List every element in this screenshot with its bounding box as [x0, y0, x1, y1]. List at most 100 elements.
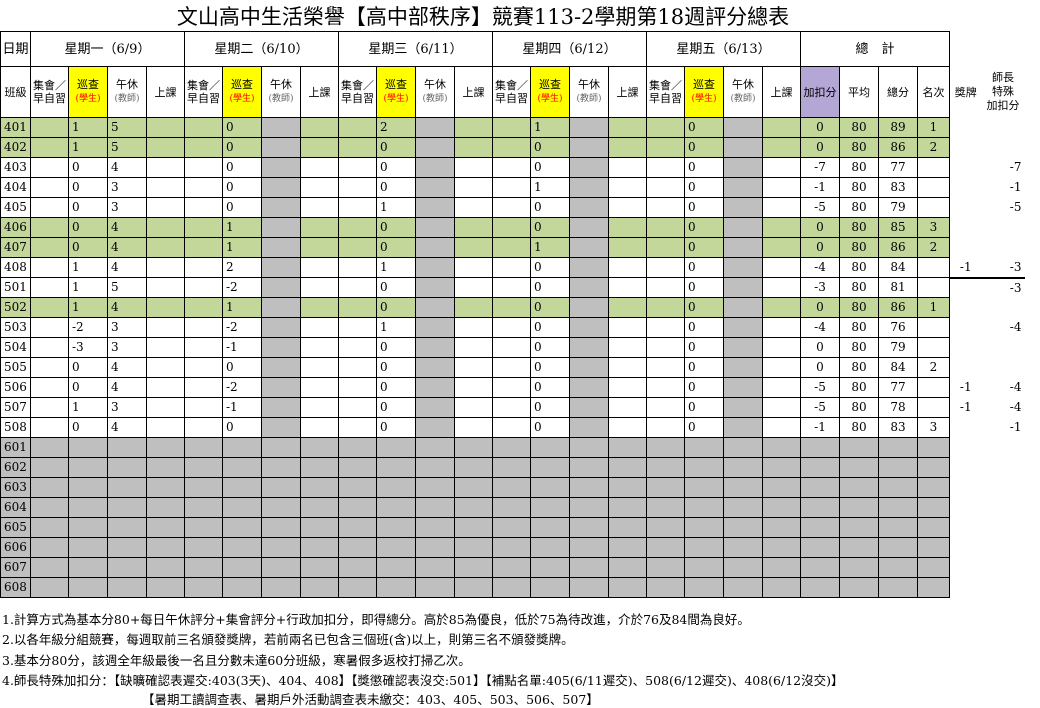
empty-cell — [107, 477, 147, 498]
empty-cell — [338, 497, 377, 518]
nap-cell: 3 — [107, 397, 147, 418]
gather-cell — [30, 317, 69, 338]
empty-row: 603 — [0, 477, 1025, 498]
empty-cell — [300, 437, 339, 458]
gather-cell — [338, 137, 377, 158]
class-period-cell — [454, 277, 493, 298]
table-row: 407 0 4 1 0 1 0 0 80 86 2 — [0, 237, 1025, 258]
gather-cell — [184, 117, 223, 138]
rank-cell: 3 — [917, 217, 950, 238]
patrol-cell: 1 — [68, 297, 108, 318]
empty-cell — [261, 457, 301, 478]
empty-cell — [878, 517, 918, 538]
gather-cell — [338, 197, 377, 218]
empty-cell — [530, 477, 570, 498]
rank-cell: 1 — [917, 117, 950, 138]
patrol-header: 巡查 (學生) — [222, 66, 262, 118]
class-period-cell — [300, 377, 339, 398]
empty-cell — [415, 477, 455, 498]
principal-header: 師長 特殊 加扣分 — [982, 67, 1025, 118]
patrol-cell: 0 — [684, 117, 724, 138]
nap-header: 午休 (教師) — [415, 66, 455, 118]
special-cell: -4 — [1009, 320, 1022, 334]
bonus-cell: 0 — [800, 337, 840, 358]
patrol-cell: 0 — [684, 217, 724, 238]
class-period-cell — [454, 177, 493, 198]
average-cell: 80 — [839, 217, 879, 238]
class-period-cell — [762, 157, 801, 178]
gather-cell — [30, 297, 69, 318]
empty-cell — [184, 457, 223, 478]
table-row: 503 -2 3 -2 1 0 0 -4 80 76 -4 — [0, 317, 1025, 338]
gather-cell — [338, 377, 377, 398]
blank-cell — [981, 437, 1025, 458]
gather-cell — [184, 177, 223, 198]
nap-cell — [569, 277, 609, 298]
empty-cell — [415, 557, 455, 578]
class-period-cell — [454, 417, 493, 438]
nap-cell: 4 — [107, 157, 147, 178]
gather-cell — [338, 177, 377, 198]
nap-cell — [415, 317, 455, 338]
class-cell: 401 — [0, 117, 31, 138]
empty-cell — [608, 577, 647, 598]
class-cell: 404 — [0, 177, 31, 198]
header-text: (學生) — [537, 94, 563, 104]
class-cell: 502 — [0, 297, 31, 318]
empty-cell — [184, 497, 223, 518]
gather-cell — [492, 337, 531, 358]
gather-cell — [646, 297, 685, 318]
bonus-cell: 0 — [800, 217, 840, 238]
empty-row: 608 — [0, 577, 1025, 598]
patrol-cell: 1 — [530, 117, 570, 138]
gather-cell — [184, 217, 223, 238]
empty-cell — [569, 457, 609, 478]
gather-cell — [30, 257, 69, 278]
gather-cell — [184, 337, 223, 358]
empty-cell — [300, 557, 339, 578]
class-period-header: 上課 — [608, 66, 647, 118]
blank-cell — [949, 437, 982, 458]
total-cell: 84 — [878, 257, 918, 278]
class-cell: 506 — [0, 377, 31, 398]
class-period-cell — [300, 397, 339, 418]
nap-cell — [415, 237, 455, 258]
nap-cell — [569, 317, 609, 338]
nap-cell — [261, 297, 301, 318]
empty-cell — [762, 457, 801, 478]
gather-cell — [492, 297, 531, 318]
class-cell: 605 — [0, 517, 31, 538]
patrol-cell: 0 — [530, 197, 570, 218]
class-cell: 608 — [0, 577, 31, 598]
nap-cell: 5 — [107, 137, 147, 158]
gather-header: 集會／ 早自習 — [646, 66, 685, 118]
table-row: 403 0 4 0 0 0 0 -7 80 77 -7 — [0, 157, 1025, 178]
special-cell: -3 — [981, 257, 1025, 279]
rank-cell: 2 — [917, 137, 950, 158]
total-cell: 83 — [878, 417, 918, 438]
empty-cell — [569, 477, 609, 498]
nap-cell — [415, 417, 455, 438]
empty-cell — [723, 577, 763, 598]
nap-cell — [415, 217, 455, 238]
class-period-cell — [454, 377, 493, 398]
average-cell: 80 — [839, 317, 879, 338]
empty-cell — [569, 497, 609, 518]
nap-cell: 3 — [107, 317, 147, 338]
empty-cell — [222, 477, 262, 498]
patrol-cell: 0 — [68, 217, 108, 238]
patrol-cell: 0 — [684, 257, 724, 278]
empty-cell — [608, 557, 647, 578]
patrol-cell: 0 — [376, 377, 416, 398]
patrol-cell: 0 — [530, 217, 570, 238]
empty-cell — [839, 557, 879, 578]
gather-cell — [338, 117, 377, 138]
total-cell: 83 — [878, 177, 918, 198]
empty-cell — [376, 477, 416, 498]
class-period-cell — [146, 117, 185, 138]
patrol-cell: 1 — [68, 277, 108, 298]
header-text: (學生) — [691, 94, 717, 104]
nap-header: 午休 (教師) — [261, 66, 301, 118]
gather-cell — [492, 117, 531, 138]
table-row: 506 0 4 -2 0 0 0 -5 80 77 -1 -4 — [0, 377, 1025, 398]
